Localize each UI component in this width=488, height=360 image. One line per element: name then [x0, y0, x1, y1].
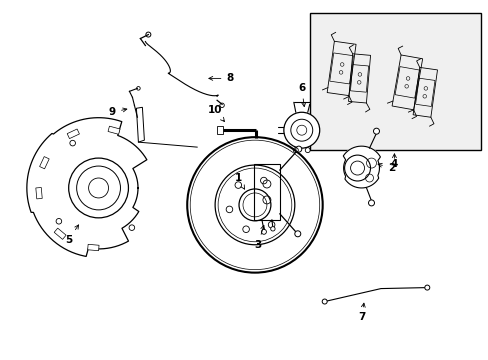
Circle shape	[270, 226, 275, 231]
Circle shape	[424, 285, 429, 290]
Circle shape	[283, 112, 319, 148]
Text: 3: 3	[254, 225, 264, 250]
Circle shape	[344, 155, 370, 181]
Polygon shape	[67, 129, 79, 139]
Circle shape	[129, 225, 134, 230]
Text: 4: 4	[390, 159, 397, 169]
Polygon shape	[40, 157, 49, 169]
Circle shape	[373, 128, 379, 134]
Polygon shape	[343, 146, 380, 188]
Circle shape	[187, 137, 322, 273]
Text: 5: 5	[65, 225, 79, 245]
Bar	[217, 126, 223, 134]
Circle shape	[295, 146, 301, 152]
Polygon shape	[87, 244, 99, 251]
Polygon shape	[27, 118, 146, 256]
Polygon shape	[54, 228, 66, 239]
Polygon shape	[108, 126, 120, 134]
Bar	[309, 13, 480, 150]
Text: 9: 9	[109, 107, 126, 117]
Text: 6: 6	[298, 84, 305, 107]
Text: 1: 1	[234, 173, 244, 189]
Circle shape	[70, 140, 75, 146]
Circle shape	[56, 219, 61, 224]
Text: 7: 7	[357, 303, 365, 323]
Circle shape	[68, 158, 128, 218]
Circle shape	[322, 299, 326, 304]
Circle shape	[368, 200, 374, 206]
Circle shape	[294, 231, 300, 237]
Text: 2: 2	[377, 163, 394, 173]
Text: 8: 8	[208, 73, 233, 84]
Polygon shape	[36, 188, 42, 199]
Circle shape	[261, 229, 266, 234]
Text: 10: 10	[207, 105, 224, 122]
